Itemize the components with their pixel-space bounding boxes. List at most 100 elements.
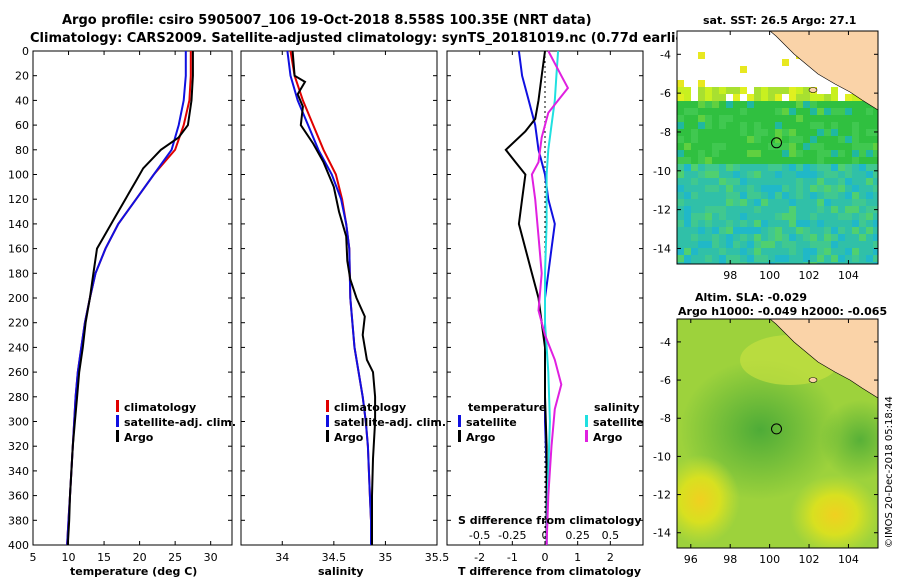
map-ytick-label: -10 [653,165,671,178]
sst-cell [775,220,782,227]
sst-cell [747,220,754,227]
sst-cell [761,241,768,248]
map-ytick-label: -4 [660,336,671,349]
sst-cell [824,150,831,157]
sst-cell [740,101,747,108]
sst-cell [754,213,761,220]
ytick-label: 360 [8,490,29,503]
sst-cell [796,150,803,157]
sst-cell [768,262,775,264]
xtick-label: 0 [542,551,549,564]
sst-cell [796,241,803,248]
sal-legend-swatch-argo [326,430,329,442]
sst-cell [817,234,824,241]
sst-cell [733,185,740,192]
sal-legend-climatology: climatology [334,401,406,414]
sst-cell [684,115,691,122]
sst-cell [768,255,775,262]
sst-cell [705,101,712,108]
sst-cell [838,108,845,115]
sst-cell [845,94,852,101]
sst-cell [698,227,705,234]
sst-cell [684,171,691,178]
sst-cell [740,108,747,115]
sst-cell [852,241,859,248]
sst-cell [831,157,838,164]
sst-cell [859,248,866,255]
sst-cell [782,150,789,157]
sst-cell [817,101,824,108]
sst-cell [733,192,740,199]
sst-cell [761,262,768,264]
sst-cell [789,129,796,136]
sst-cell [852,178,859,185]
sst-cell [817,129,824,136]
series-climatology [66,51,192,546]
sst-cell [775,192,782,199]
sst-cell [803,129,810,136]
sst-cell [761,87,768,94]
sst-cell [684,262,691,264]
sst-cell [705,241,712,248]
sst-cell [747,122,754,129]
sst-cell [852,129,859,136]
sst-cell [775,122,782,129]
sst-cell [712,220,719,227]
sst-cell [761,101,768,108]
sst-cell [873,234,878,241]
sst-cell [754,150,761,157]
sst-cell [873,262,878,264]
sst-cell [810,178,817,185]
sst-cell [740,143,747,150]
sst-cell [677,115,684,122]
sst-cell [768,129,775,136]
sst-cell [733,220,740,227]
sst-cell [740,122,747,129]
sst-cell [719,108,726,115]
sst-cell [789,248,796,255]
sst-cell [831,143,838,150]
sst-cell [712,171,719,178]
sst-cell [733,171,740,178]
sst-cell [845,213,852,220]
sst-cell [845,171,852,178]
sst-cell [677,101,684,108]
sal-legend-swatch-satellite [326,415,329,427]
sst-cell [698,255,705,262]
sst-cell [726,136,733,143]
sst-cell [677,185,684,192]
sst-cell [768,185,775,192]
sst-cell [761,164,768,171]
sst-cell [838,227,845,234]
sst-cell [719,150,726,157]
sst-cell [761,199,768,206]
sst-cell [705,178,712,185]
xtick-label: 2 [607,551,614,564]
ytick-label: 240 [8,341,29,354]
sst-cell [852,199,859,206]
sst-cell [796,108,803,115]
sst-cell [859,171,866,178]
map-ytick-label: -14 [653,527,671,540]
sst-cell [817,122,824,129]
map-axes: -4 -6 -8 -10 -12 -14 98 100 102 104 -4 -6 -8 -10 -12 -1… [653,31,878,566]
sla-island [808,377,818,383]
diff-legend-t-argo: Argo [466,431,496,444]
sst-cell [831,241,838,248]
sst-cell [824,199,831,206]
sst-cell [859,227,866,234]
sst-cell [824,213,831,220]
sst-cell [754,122,761,129]
sst-cell [852,115,859,122]
sst-cell [852,227,859,234]
xtick-label: 34 [275,551,289,564]
sst-cell [866,122,873,129]
sst-cell [873,150,878,157]
xtick-label: 34.5 [322,551,347,564]
sst-cell [684,255,691,262]
sst-cell [768,157,775,164]
sst-cell [796,213,803,220]
sst-cell [775,248,782,255]
sst-cell [754,87,761,94]
sst-cell [873,227,878,234]
